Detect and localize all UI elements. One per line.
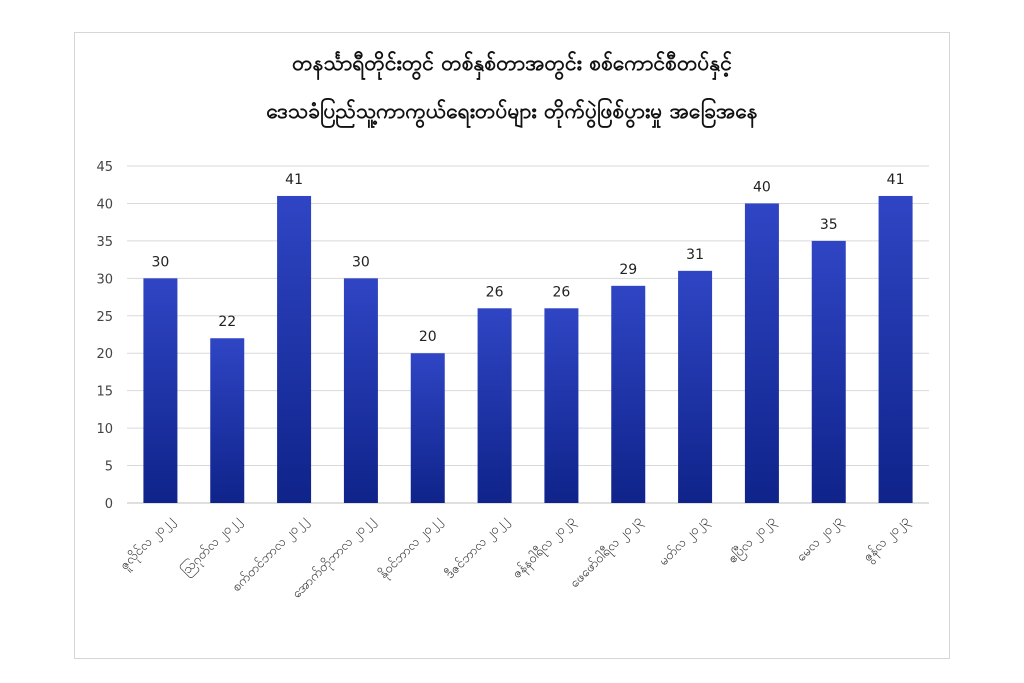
y-tick-label: 5 xyxy=(105,460,113,475)
y-axis-ticks: 0 5 10 15 20 25 30 35 40 45 xyxy=(96,160,113,512)
data-labels: 30 22 41 30 20 26 26 29 31 40 35 41 xyxy=(152,172,905,345)
data-label: 26 xyxy=(553,284,571,300)
x-tick-label: ဧပြီလ ၂၀၂၃ xyxy=(725,513,781,569)
x-tick-label: မတ်လ ၂၀၂၃ xyxy=(655,513,713,571)
data-label: 26 xyxy=(486,284,504,300)
y-tick-label: 35 xyxy=(96,235,113,250)
x-tick-label: နိုဝင်ဘာလ ၂၀၂၂ xyxy=(375,513,446,584)
data-label: 31 xyxy=(686,247,704,263)
y-tick-label: 10 xyxy=(96,422,113,437)
x-tick-label: မေလ ၂၀၂၃ xyxy=(794,513,847,566)
y-tick-label: 0 xyxy=(105,497,113,512)
y-tick-label: 45 xyxy=(96,160,113,175)
bars xyxy=(143,195,913,503)
data-label: 35 xyxy=(820,217,838,233)
data-label: 40 xyxy=(753,179,771,195)
bar xyxy=(611,285,646,503)
bar xyxy=(477,308,512,503)
chart-title: တနင်္သာရီတိုင်းတွင် တစ်နှစ်တာအတွင်း စစ်က… xyxy=(292,51,732,75)
data-label: 41 xyxy=(887,172,905,188)
chart-subtitle: ဒေသခံပြည်သူ့ကာကွယ်ရေးတပ်များ တိုက်ပွဲဖြစ… xyxy=(266,99,758,123)
bar xyxy=(210,338,245,503)
bar xyxy=(277,195,312,503)
x-tick-label: ဇွန်လ ၂၀၂၃ xyxy=(860,513,914,567)
data-label: 22 xyxy=(218,314,236,330)
gridlines xyxy=(127,165,929,504)
x-tick-label: ဩဂုတ်လ ၂၀၂၂ xyxy=(177,512,245,580)
bar xyxy=(744,203,779,503)
bar xyxy=(143,278,178,503)
y-tick-label: 30 xyxy=(96,272,113,287)
x-tick-label: ဒီဇင်ဘာလ ၂၀၂၂ xyxy=(442,513,513,584)
y-tick-label: 25 xyxy=(96,310,113,325)
x-tick-label: ဖေဖော်ဝါရီလ ၂၀၂၃ xyxy=(567,513,647,593)
y-tick-label: 20 xyxy=(96,347,113,362)
y-tick-label: 40 xyxy=(96,197,113,212)
data-label: 29 xyxy=(619,262,637,278)
bar xyxy=(343,278,378,503)
x-tick-label: ဇူလိုင်လ ၂၀၂၂ xyxy=(116,513,178,575)
bar xyxy=(410,353,445,503)
bar xyxy=(878,195,913,503)
y-tick-label: 15 xyxy=(96,385,113,400)
x-tick-label: ဇန်နဝါရီလ ၂၀၂၃ xyxy=(509,513,580,584)
bar xyxy=(811,240,846,503)
data-label: 41 xyxy=(285,172,303,188)
data-label: 30 xyxy=(152,254,170,270)
data-label: 20 xyxy=(419,329,437,345)
bar xyxy=(544,308,579,503)
data-label: 30 xyxy=(352,254,370,270)
bar xyxy=(678,270,713,503)
